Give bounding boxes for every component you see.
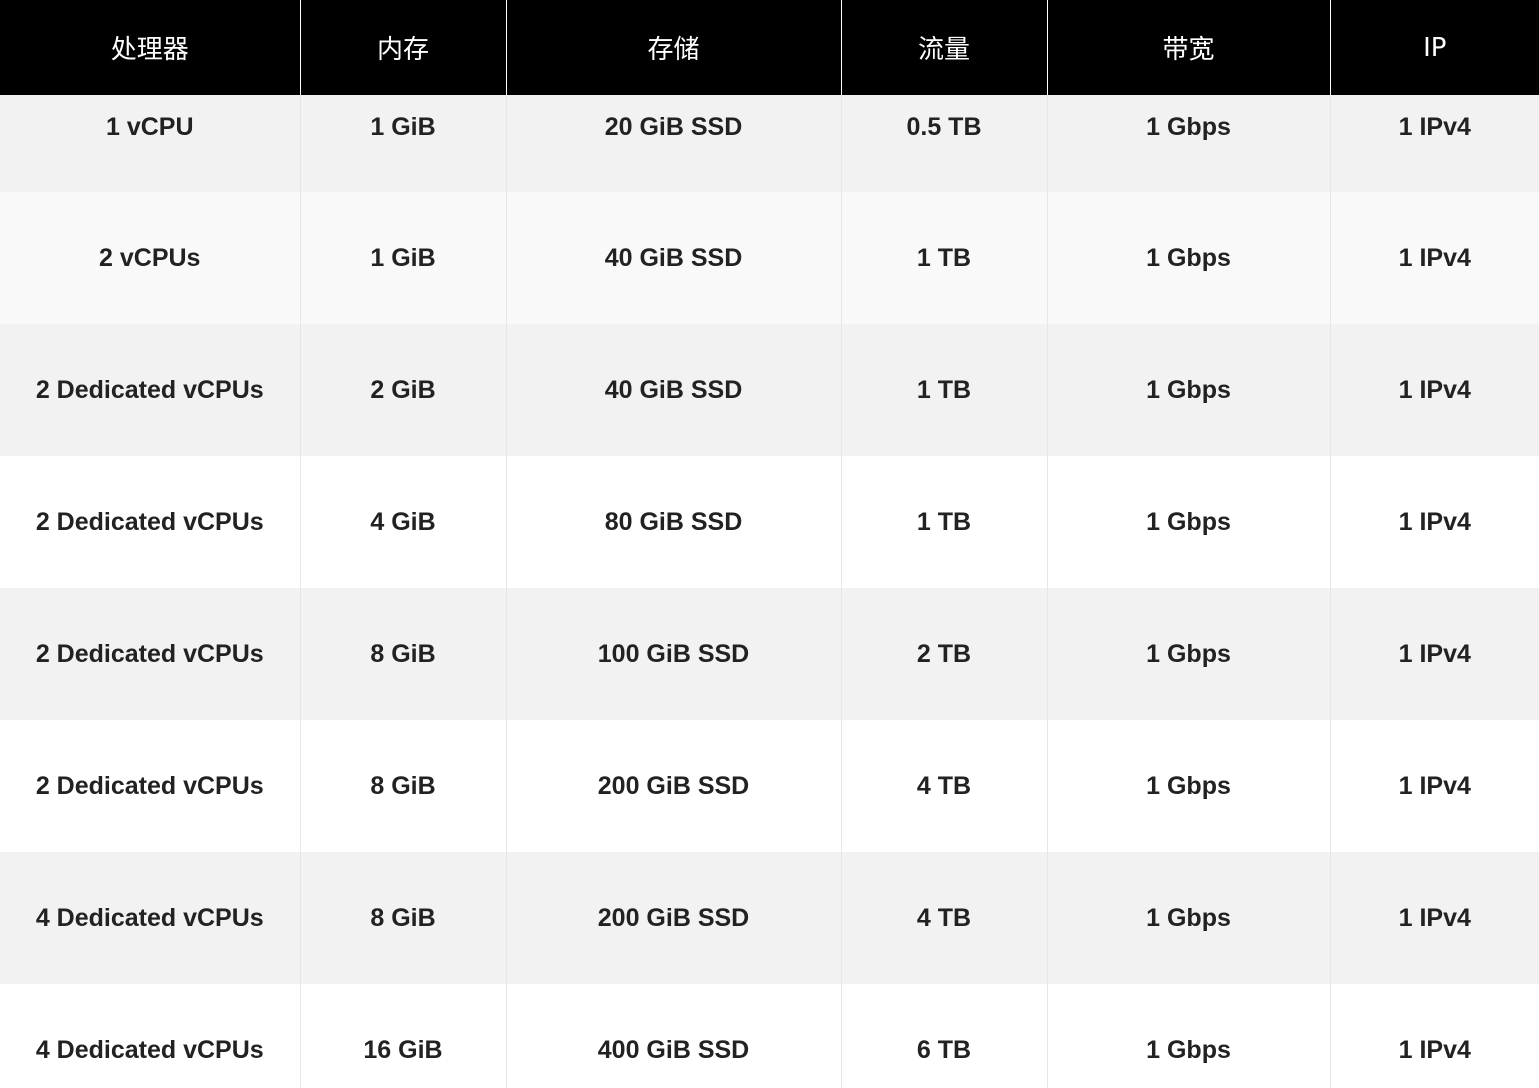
cell-ip: 1 IPv4	[1329, 192, 1539, 324]
cell-ip: 1 IPv4	[1329, 984, 1539, 1088]
cell-cpu: 4 Dedicated vCPUs	[0, 984, 301, 1088]
cell-ip: 1 IPv4	[1329, 720, 1539, 852]
cell-traffic: 4 TB	[840, 720, 1048, 852]
cell-bandwidth: 1 Gbps	[1046, 192, 1331, 324]
cell-traffic: 1 TB	[840, 324, 1048, 456]
cell-cpu: 2 vCPUs	[0, 192, 301, 324]
cell-traffic: 1 TB	[840, 192, 1048, 324]
cell-traffic: 1 TB	[840, 456, 1048, 588]
cell-bandwidth: 1 Gbps	[1046, 852, 1331, 984]
cell-storage: 200 GiB SSD	[505, 720, 842, 852]
cell-cpu: 2 Dedicated vCPUs	[0, 456, 301, 588]
cell-cpu: 4 Dedicated vCPUs	[0, 852, 301, 984]
table-header: 处理器 内存 存储 流量 带宽 IP	[0, 0, 1539, 95]
table-row: 2 Dedicated vCPUs 4 GiB 80 GiB SSD 1 TB …	[0, 456, 1539, 588]
cell-memory: 8 GiB	[299, 720, 507, 852]
cell-bandwidth: 1 Gbps	[1046, 720, 1331, 852]
cell-cpu: 2 Dedicated vCPUs	[0, 588, 301, 720]
cell-bandwidth: 1 Gbps	[1046, 984, 1331, 1088]
column-header-memory: 内存	[299, 0, 507, 95]
cell-ip: 1 IPv4	[1329, 588, 1539, 720]
column-header-bandwidth: 带宽	[1046, 0, 1331, 95]
table-row: 2 Dedicated vCPUs 2 GiB 40 GiB SSD 1 TB …	[0, 324, 1539, 456]
cell-traffic: 2 TB	[840, 588, 1048, 720]
cell-bandwidth: 1 Gbps	[1046, 95, 1331, 192]
cell-cpu: 1 vCPU	[0, 95, 301, 192]
cell-memory: 2 GiB	[299, 324, 507, 456]
column-header-cpu: 处理器	[0, 0, 301, 95]
table-row: 4 Dedicated vCPUs 16 GiB 400 GiB SSD 6 T…	[0, 984, 1539, 1088]
cell-memory: 16 GiB	[299, 984, 507, 1088]
cell-traffic: 4 TB	[840, 852, 1048, 984]
cell-ip: 1 IPv4	[1329, 456, 1539, 588]
cell-traffic: 6 TB	[840, 984, 1048, 1088]
cell-ip: 1 IPv4	[1329, 852, 1539, 984]
cell-ip: 1 IPv4	[1329, 324, 1539, 456]
cell-traffic: 0.5 TB	[840, 95, 1048, 192]
cell-storage: 80 GiB SSD	[505, 456, 842, 588]
cell-storage: 40 GiB SSD	[505, 324, 842, 456]
cell-memory: 1 GiB	[299, 95, 507, 192]
cell-storage: 20 GiB SSD	[505, 95, 842, 192]
cell-cpu: 2 Dedicated vCPUs	[0, 324, 301, 456]
cell-bandwidth: 1 Gbps	[1046, 456, 1331, 588]
cell-ip: 1 IPv4	[1329, 95, 1539, 192]
table-row: 2 vCPUs 1 GiB 40 GiB SSD 1 TB 1 Gbps 1 I…	[0, 192, 1539, 324]
cell-bandwidth: 1 Gbps	[1046, 324, 1331, 456]
table-row: 1 vCPU 1 GiB 20 GiB SSD 0.5 TB 1 Gbps 1 …	[0, 95, 1539, 192]
cell-memory: 1 GiB	[299, 192, 507, 324]
header-row: 处理器 内存 存储 流量 带宽 IP	[0, 0, 1539, 95]
column-header-ip: IP	[1329, 0, 1539, 95]
table-body: 1 vCPU 1 GiB 20 GiB SSD 0.5 TB 1 Gbps 1 …	[0, 95, 1539, 1088]
column-header-storage: 存储	[505, 0, 842, 95]
cell-memory: 4 GiB	[299, 456, 507, 588]
table-row: 4 Dedicated vCPUs 8 GiB 200 GiB SSD 4 TB…	[0, 852, 1539, 984]
cell-memory: 8 GiB	[299, 852, 507, 984]
cell-cpu: 2 Dedicated vCPUs	[0, 720, 301, 852]
cell-storage: 40 GiB SSD	[505, 192, 842, 324]
table-row: 2 Dedicated vCPUs 8 GiB 200 GiB SSD 4 TB…	[0, 720, 1539, 852]
cell-bandwidth: 1 Gbps	[1046, 588, 1331, 720]
cell-storage: 400 GiB SSD	[505, 984, 842, 1088]
cell-memory: 8 GiB	[299, 588, 507, 720]
cell-storage: 100 GiB SSD	[505, 588, 842, 720]
cell-storage: 200 GiB SSD	[505, 852, 842, 984]
column-header-traffic: 流量	[840, 0, 1048, 95]
table-row: 2 Dedicated vCPUs 8 GiB 100 GiB SSD 2 TB…	[0, 588, 1539, 720]
